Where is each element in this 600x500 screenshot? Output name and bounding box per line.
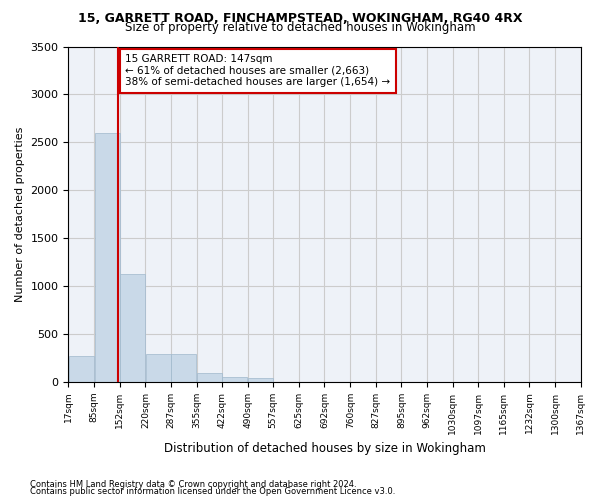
Bar <box>248 378 273 382</box>
Text: Size of property relative to detached houses in Wokingham: Size of property relative to detached ho… <box>125 22 475 35</box>
Bar <box>69 356 94 382</box>
Bar <box>95 132 119 382</box>
Bar <box>197 373 222 382</box>
Y-axis label: Number of detached properties: Number of detached properties <box>15 126 25 302</box>
Text: Contains HM Land Registry data © Crown copyright and database right 2024.: Contains HM Land Registry data © Crown c… <box>30 480 356 489</box>
Bar <box>120 274 145 382</box>
X-axis label: Distribution of detached houses by size in Wokingham: Distribution of detached houses by size … <box>164 442 485 455</box>
Bar <box>171 354 196 382</box>
Text: 15, GARRETT ROAD, FINCHAMPSTEAD, WOKINGHAM, RG40 4RX: 15, GARRETT ROAD, FINCHAMPSTEAD, WOKINGH… <box>78 12 522 24</box>
Text: Contains public sector information licensed under the Open Government Licence v3: Contains public sector information licen… <box>30 487 395 496</box>
Text: 15 GARRETT ROAD: 147sqm
← 61% of detached houses are smaller (2,663)
38% of semi: 15 GARRETT ROAD: 147sqm ← 61% of detache… <box>125 54 391 88</box>
Bar <box>223 376 247 382</box>
Bar <box>146 354 171 382</box>
